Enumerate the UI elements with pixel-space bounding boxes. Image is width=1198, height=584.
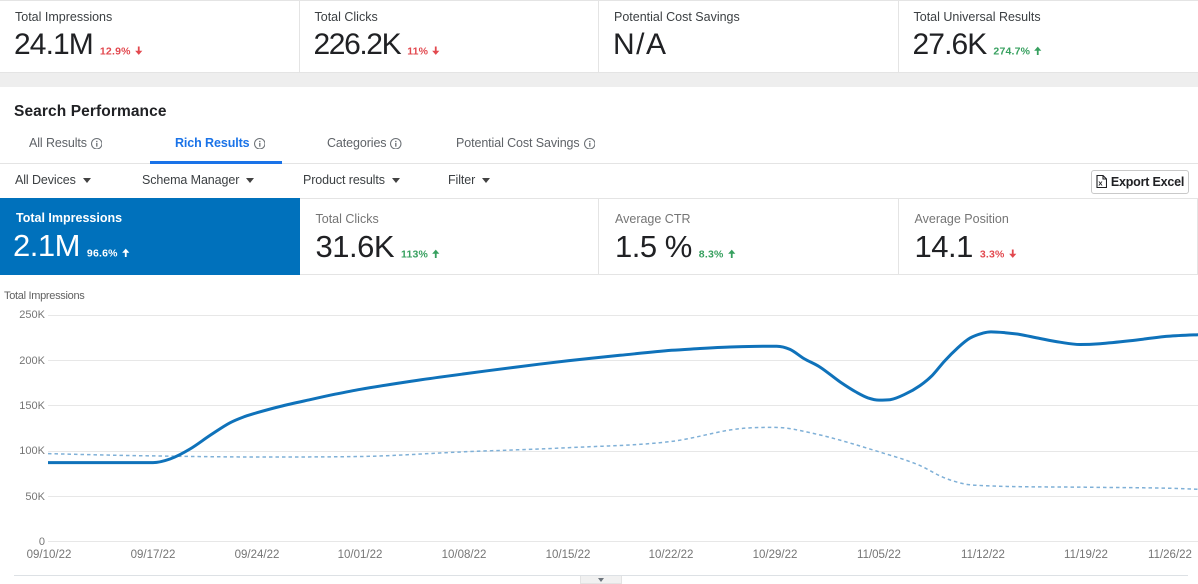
svg-text:x: x xyxy=(1098,178,1103,187)
